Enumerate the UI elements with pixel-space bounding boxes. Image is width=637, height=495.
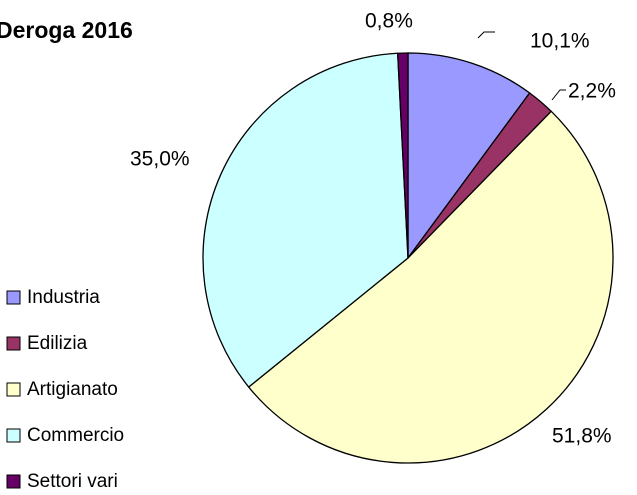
legend-text: Edilizia [27, 333, 88, 354]
pie-slice [407, 52, 531, 260]
legend-swatch [6, 336, 21, 351]
data-label: 2,2% [568, 80, 616, 103]
legend-text: Artigianato [27, 379, 118, 400]
legend-text: Industria [27, 287, 100, 308]
pie-slice [397, 52, 409, 259]
chart-title: Deroga 2016 [0, 17, 133, 43]
pie-slice [202, 52, 409, 388]
data-label: 0,8% [365, 10, 413, 33]
data-label: 35,0% [130, 148, 190, 171]
pie-slice [247, 110, 614, 464]
leader-line [477, 31, 495, 39]
data-label: 51,8% [552, 425, 612, 448]
data-label: 10,1% [530, 30, 590, 53]
legend-swatch [6, 290, 21, 305]
legend-swatch [6, 428, 21, 443]
legend-swatch [6, 474, 21, 489]
legend-text: Commercio [27, 425, 124, 446]
legend-swatch [6, 382, 21, 397]
leader-line [551, 89, 566, 101]
legend-text: Settori vari [27, 471, 118, 492]
